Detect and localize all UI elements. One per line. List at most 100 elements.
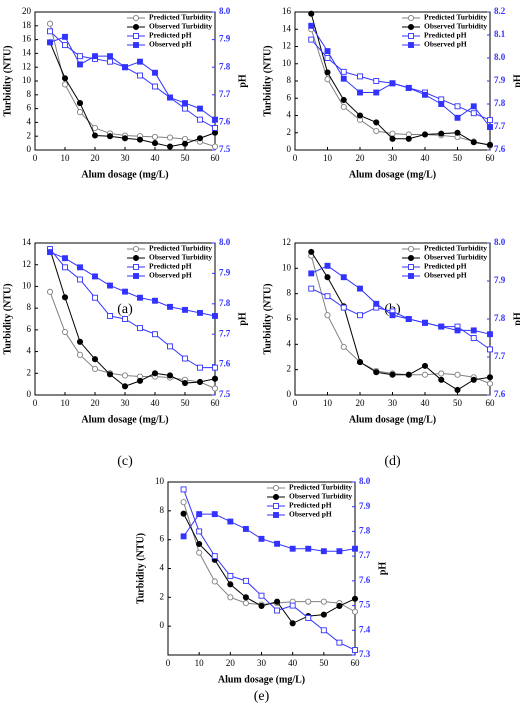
- marker: [107, 53, 113, 60]
- x-tick-label: 20: [356, 153, 366, 163]
- marker: [47, 39, 53, 46]
- y2-tick-label: 8.0: [494, 52, 506, 62]
- y2-tick-label: 8.0: [359, 476, 371, 486]
- marker: [340, 103, 347, 110]
- marker: [324, 312, 331, 319]
- marker: [357, 89, 363, 96]
- x-tick-label: 40: [421, 398, 431, 408]
- marker: [212, 124, 218, 131]
- x-tick-label: 40: [151, 398, 161, 408]
- marker: [258, 535, 265, 542]
- y-tick-label: 4: [287, 338, 292, 348]
- marker: [122, 64, 128, 71]
- y-tick-label: 16: [22, 34, 32, 44]
- y2-axis-label: pH: [377, 562, 388, 576]
- y-tick-label: 14: [22, 237, 32, 247]
- legend-label: Predicted Turbidity: [424, 244, 487, 253]
- marker: [351, 608, 359, 615]
- y2-tick-label: 7.8: [359, 525, 371, 535]
- y2-tick-label: 7.7: [219, 328, 231, 338]
- legend-marker: [407, 23, 415, 31]
- marker: [324, 76, 331, 83]
- legend-label: Predicted Turbidity: [149, 244, 212, 253]
- marker: [373, 89, 380, 96]
- marker: [274, 607, 281, 614]
- y2-tick-label: 7.5: [219, 389, 231, 399]
- y-tick-label: 2: [287, 364, 292, 374]
- marker: [152, 331, 158, 338]
- y2-tick-label: 8.0: [219, 237, 231, 247]
- y2-tick-label: 8.0: [494, 237, 506, 247]
- legend-label: Observed pH: [424, 40, 467, 49]
- marker: [62, 42, 68, 49]
- marker: [167, 94, 173, 101]
- marker: [151, 370, 159, 377]
- marker: [181, 380, 189, 387]
- series-line: [49, 42, 216, 148]
- y-tick-label: 14: [22, 47, 32, 57]
- x-tick-label: 0: [166, 658, 171, 668]
- legend-marker: [408, 33, 414, 39]
- marker: [152, 69, 158, 76]
- y2-tick-label: 7.5: [219, 144, 231, 154]
- marker: [212, 313, 218, 319]
- marker: [211, 385, 219, 392]
- marker: [136, 377, 144, 384]
- y-tick-label: 16: [282, 6, 292, 16]
- marker: [308, 22, 315, 29]
- y-axis-label: Turbidity (NTU): [2, 283, 13, 354]
- marker: [92, 273, 98, 280]
- legend-marker: [272, 484, 280, 492]
- marker: [197, 309, 203, 316]
- marker: [166, 134, 174, 141]
- marker: [166, 143, 174, 150]
- marker: [242, 594, 249, 601]
- marker: [151, 140, 159, 147]
- marker: [357, 285, 363, 292]
- marker: [438, 130, 445, 137]
- x-axis-label: Alum dosage (mg/L): [81, 169, 168, 180]
- marker: [211, 578, 218, 585]
- marker: [211, 553, 218, 560]
- marker: [389, 371, 396, 378]
- marker: [107, 313, 113, 319]
- marker: [197, 116, 203, 123]
- legend-label: Predicted pH: [424, 262, 467, 271]
- x-tick-label: 60: [351, 658, 361, 668]
- marker: [107, 58, 113, 65]
- marker: [389, 312, 396, 319]
- legend-marker: [407, 245, 415, 253]
- y-tick-label: 6: [27, 103, 32, 113]
- marker: [421, 131, 429, 138]
- marker: [405, 84, 412, 91]
- y2-tick-label: 8.1: [494, 29, 506, 39]
- marker: [182, 100, 188, 107]
- x-axis-label: Alum dosage (mg/L): [81, 414, 168, 425]
- y-axis-label: Turbidity (NTU): [262, 283, 273, 354]
- marker: [421, 362, 429, 369]
- marker: [308, 285, 315, 292]
- marker: [454, 103, 461, 110]
- marker: [324, 55, 331, 61]
- y2-tick-label: 7.4: [359, 624, 371, 634]
- marker: [166, 372, 174, 379]
- marker: [121, 372, 129, 379]
- x-tick-label: 50: [453, 153, 463, 163]
- marker: [470, 376, 477, 383]
- x-tick-label: 40: [288, 658, 298, 668]
- y2-axis-label: pH: [512, 312, 520, 326]
- caption: (e): [254, 689, 270, 704]
- caption: (d): [384, 454, 401, 469]
- x-tick-label: 10: [61, 398, 71, 408]
- marker: [373, 300, 380, 307]
- series-line: [310, 39, 491, 121]
- legend-label: Predicted Turbidity: [149, 13, 212, 22]
- legend-marker: [132, 23, 140, 31]
- marker: [308, 248, 315, 255]
- x-tick-label: 50: [181, 153, 191, 163]
- marker: [76, 351, 84, 358]
- marker: [340, 343, 347, 350]
- marker: [258, 602, 265, 610]
- y2-tick-label: 7.8: [494, 98, 506, 108]
- y2-tick-label: 7.7: [359, 550, 371, 560]
